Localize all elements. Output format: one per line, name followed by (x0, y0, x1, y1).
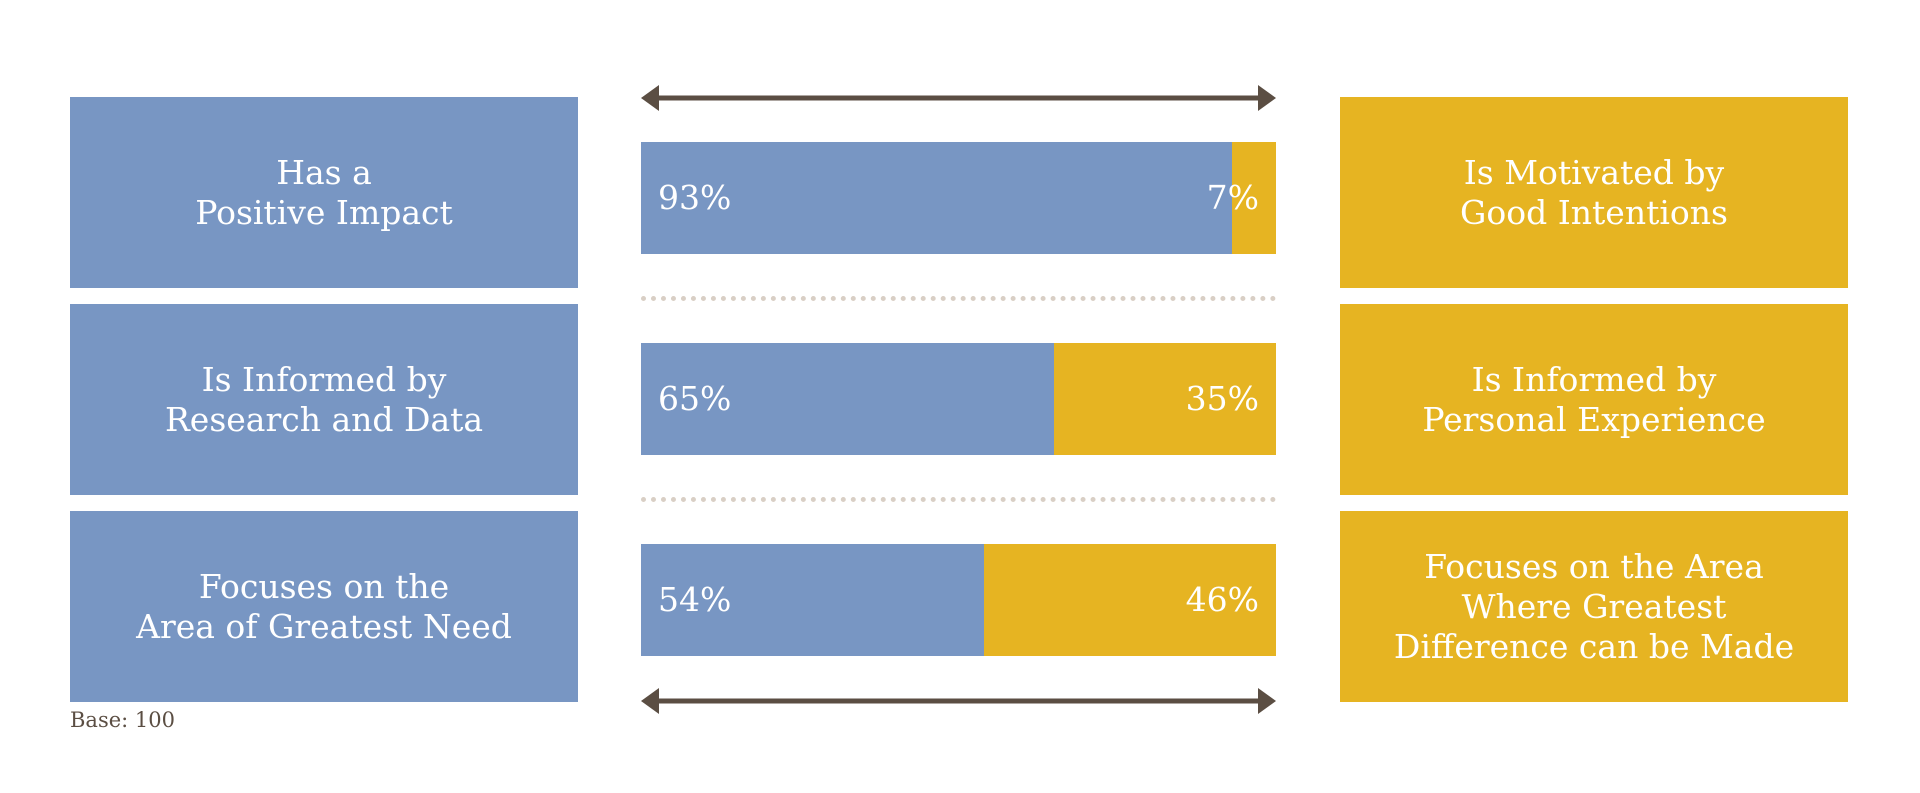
bar-row-1: 93% 7% (641, 142, 1276, 254)
data-label-right-2: 35% (1185, 379, 1259, 418)
right-statement-1: Is Motivated by Good Intentions (1340, 97, 1848, 288)
bar-segment-left-2 (641, 343, 1054, 455)
double-arrow-top-icon (641, 85, 1276, 111)
data-label-right-1: 7% (1206, 178, 1259, 217)
base-footnote: Base: 100 (70, 708, 175, 732)
row-divider-2 (641, 497, 1276, 502)
double-arrow-bottom-icon (641, 688, 1276, 714)
bar-row-3: 54% 46% (641, 544, 1276, 656)
left-statement-1: Has a Positive Impact (70, 97, 578, 288)
bar-segment-left-1 (641, 142, 1232, 254)
left-statement-2: Is Informed by Research and Data (70, 304, 578, 495)
left-statement-3: Focuses on the Area of Greatest Need (70, 511, 578, 702)
bar-row-2: 65% 35% (641, 343, 1276, 455)
row-divider-1 (641, 296, 1276, 301)
right-statement-2: Is Informed by Personal Experience (1340, 304, 1848, 495)
bar-segment-right-1 (1231, 142, 1276, 254)
bar-segment-left-3 (641, 544, 984, 656)
right-statement-3: Focuses on the Area Where Greatest Diffe… (1340, 511, 1848, 702)
bar-segment-right-3 (983, 544, 1276, 656)
data-label-left-2: 65% (658, 379, 732, 418)
bar-segment-right-2 (1053, 343, 1276, 455)
data-label-right-3: 46% (1185, 580, 1259, 619)
data-label-left-3: 54% (658, 580, 732, 619)
data-label-left-1: 93% (658, 178, 732, 217)
